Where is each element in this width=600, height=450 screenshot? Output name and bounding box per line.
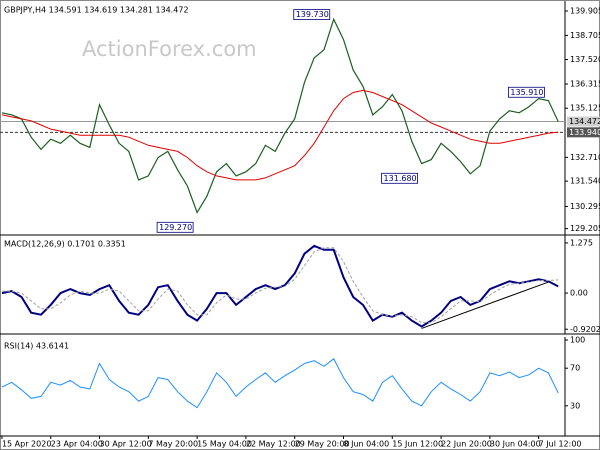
y-tick-label: 0.00 bbox=[570, 289, 588, 298]
y-tick-label: 137.520 bbox=[570, 55, 600, 64]
y-tick-label: 1.275 bbox=[570, 238, 593, 247]
x-tick-label: 8 Jun 04:00 bbox=[343, 440, 389, 449]
panel-title: RSI(14) 43.6141 bbox=[4, 342, 69, 351]
y-tick-label: 70 bbox=[570, 364, 580, 373]
annotation-box bbox=[508, 86, 545, 98]
y-tick-label: 136.315 bbox=[570, 80, 600, 89]
y-tick-label: 138.705 bbox=[570, 31, 600, 40]
x-tick-label: 22 May 12:00 bbox=[246, 440, 301, 449]
price-label-box bbox=[567, 116, 600, 127]
x-tick-label: 30 Apr 12:00 bbox=[100, 440, 152, 449]
series-line bbox=[2, 247, 559, 324]
watermark: ActionForex.com bbox=[82, 37, 257, 61]
y-tick-label: 139.905 bbox=[570, 7, 600, 16]
annotation-box bbox=[293, 9, 331, 20]
y-tick-label: 130.295 bbox=[570, 202, 600, 211]
x-tick-label: 23 Apr 04:00 bbox=[51, 440, 103, 449]
series-line bbox=[1, 358, 559, 409]
panel-title: MACD(12,26,9) 0.1701 0.3351 bbox=[4, 240, 126, 249]
y-tick-label: 129.205 bbox=[570, 224, 600, 233]
x-tick-label: 29 May 20:00 bbox=[295, 440, 350, 449]
series-line bbox=[1, 17, 559, 214]
y-tick-label: 100 bbox=[570, 336, 585, 345]
x-tick-label: 22 Jun 20:00 bbox=[441, 440, 492, 449]
y-tick-label: -0.9202 bbox=[570, 325, 600, 334]
price-label-box bbox=[567, 127, 600, 138]
annotation-box bbox=[156, 221, 194, 233]
y-tick-label: 132.710 bbox=[570, 153, 600, 162]
y-tick-label: 135.125 bbox=[570, 104, 600, 113]
y-tick-label: 131.540 bbox=[570, 177, 600, 186]
x-tick-label: 15 Jun 12:00 bbox=[392, 440, 443, 449]
x-tick-label: 15 May 04:00 bbox=[197, 440, 252, 449]
series-line bbox=[1, 244, 559, 328]
trendline bbox=[421, 281, 549, 329]
price-label: 134.472 bbox=[569, 117, 600, 126]
x-tick-label: 15 Apr 2020 bbox=[2, 440, 51, 449]
price-label: 133.940 bbox=[569, 128, 600, 137]
x-tick-label: 30 Jun 04:00 bbox=[490, 440, 541, 449]
panel-title: GBPJPY,H4 134.591 134.619 134.281 134.47… bbox=[4, 6, 189, 15]
annotation-label: 129.270 bbox=[159, 223, 192, 232]
annotation-label: 131.680 bbox=[384, 174, 417, 183]
y-tick-label: 30 bbox=[570, 401, 580, 410]
x-tick-label: 7 Jul 12:00 bbox=[539, 440, 582, 449]
series-line bbox=[1, 89, 559, 181]
annotation-label: 135.910 bbox=[510, 88, 543, 97]
annotation-label: 139.730 bbox=[296, 10, 329, 19]
annotation-box bbox=[381, 172, 418, 184]
x-tick-label: 7 May 20:00 bbox=[148, 440, 198, 449]
